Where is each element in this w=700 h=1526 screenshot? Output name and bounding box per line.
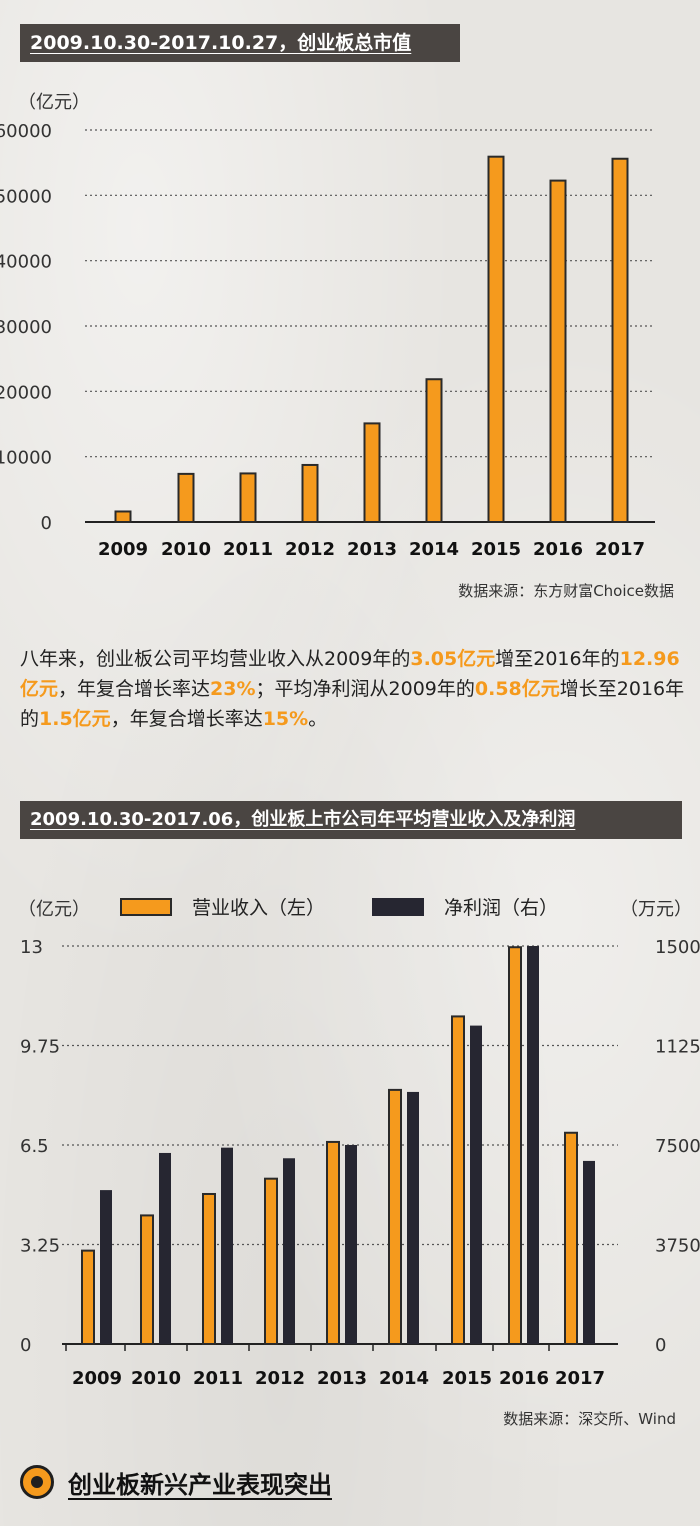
paragraph-text: 增至2016年的 — [495, 648, 620, 670]
x-tick-label: 2015 — [471, 539, 521, 560]
chart2-title: 2009.10.30-2017.06，创业板上市公司年平均营业收入及净利润 — [20, 801, 682, 839]
revenue-bar — [388, 1088, 402, 1345]
y-right-tick-label: 3750 — [655, 1236, 700, 1257]
paragraph-text: 八年来，创业板公司平均营业收入从2009年的 — [20, 648, 411, 670]
x-tick-label: 2009 — [98, 539, 148, 560]
y-tick-label: 40000 — [0, 252, 52, 273]
legend-profit: 净利润（右） — [372, 893, 558, 920]
bar — [114, 510, 132, 523]
profit-bar — [470, 1025, 482, 1344]
chart1-unit-label: （亿元） — [18, 92, 90, 113]
y-right-tick-label: 0 — [655, 1335, 666, 1356]
x-tick-label: 2013 — [347, 539, 397, 560]
x-tick-label: 2014 — [409, 539, 459, 560]
x-tick-label: 2010 — [131, 1368, 181, 1389]
y-left-tick-label: 6.5 — [20, 1136, 49, 1157]
paragraph-text: 。 — [308, 708, 328, 730]
paragraph-text: ；平均净利润从2009年的 — [255, 678, 475, 700]
summary-paragraph: 八年来，创业板公司平均营业收入从2009年的3.05亿元增至2016年的12.9… — [20, 644, 690, 734]
chart1-source: 数据来源：东方财富Choice数据 — [458, 582, 674, 600]
bar — [425, 378, 443, 524]
x-tick-label: 2017 — [595, 539, 645, 560]
x-tick-label: 2017 — [555, 1368, 605, 1389]
revenue-bar — [326, 1140, 340, 1345]
y-tick-label: 60000 — [0, 121, 52, 142]
x-tick-label: 2014 — [379, 1368, 429, 1389]
paragraph-text: 增长至2016年的 — [20, 678, 685, 730]
x-tick-label: 2016 — [533, 539, 583, 560]
y-tick-label: 30000 — [0, 317, 52, 338]
profit-bar — [583, 1160, 595, 1344]
bar — [239, 472, 257, 524]
profit-bar — [221, 1147, 233, 1344]
profit-bar — [283, 1158, 295, 1344]
highlight-value: 0.58亿元 — [474, 678, 560, 700]
y-left-tick-label: 13 — [20, 937, 43, 958]
y-right-tick-label: 7500 — [655, 1136, 700, 1157]
circle-bullet-icon — [20, 1465, 54, 1499]
market-cap-chart: 0 10000 20000 30000 40000 50000 60000 2009 2010… — [0, 121, 655, 560]
revenue-bar — [264, 1177, 278, 1345]
x-tick-label: 2012 — [255, 1368, 305, 1389]
x-tick-label: 2010 — [161, 539, 211, 560]
y-left-tick-label: 9.75 — [20, 1037, 60, 1058]
profit-bar — [159, 1152, 171, 1344]
y-right-tick-label: 11250 — [655, 1037, 700, 1058]
y-tick-label: 50000 — [0, 186, 52, 207]
x-tick-label: 2015 — [442, 1368, 492, 1389]
y-tick-label: 0 — [41, 513, 52, 534]
paragraph-text: ，年复合增长率达 — [110, 708, 263, 730]
y-tick-label: 20000 — [0, 382, 52, 403]
chart2-left-unit-label: （亿元） — [18, 899, 90, 920]
y-right-tick-label: 15000 — [655, 937, 700, 958]
profit-bar — [345, 1145, 357, 1344]
y-left-tick-label: 3.25 — [20, 1236, 60, 1257]
x-tick-label: 2012 — [285, 539, 335, 560]
y-left-tick-label: 0 — [20, 1335, 31, 1356]
legend-profit-label: 净利润（右） — [444, 897, 559, 919]
revenue-profit-chart: 0 0 3.25 3750 6.5 7500 9.75 11250 13 15000 2009 20… — [20, 937, 700, 1389]
bar — [611, 157, 629, 523]
section-title: 创业板新兴产业表现突出 — [68, 1470, 332, 1499]
highlight-value: 12.96亿元 — [20, 648, 680, 700]
legend-revenue-swatch — [120, 897, 172, 916]
highlight-value: 1.5亿元 — [39, 708, 111, 730]
highlight-value: 23% — [210, 678, 256, 700]
profit-bar — [527, 946, 539, 1344]
bar — [549, 179, 567, 523]
revenue-bar — [81, 1249, 95, 1345]
legend-profit-swatch — [372, 897, 424, 916]
section-heading: 创业板新兴产业表现突出 — [20, 1460, 332, 1504]
x-tick-label: 2011 — [193, 1368, 243, 1389]
profit-bar — [407, 1091, 419, 1344]
x-tick-label: 2016 — [499, 1368, 549, 1389]
bar — [177, 472, 195, 523]
x-tick-label: 2011 — [223, 539, 273, 560]
bar — [301, 463, 319, 523]
profit-bar — [100, 1190, 112, 1344]
bar — [487, 155, 505, 524]
legend-revenue: 营业收入（左） — [120, 893, 325, 920]
bar — [363, 422, 381, 523]
y-tick-label: 10000 — [0, 448, 52, 469]
revenue-bar — [202, 1192, 216, 1345]
chart2-right-unit-label: （万元） — [620, 899, 692, 920]
paragraph-text: ，年复合增长率达 — [58, 678, 211, 700]
legend-revenue-label: 营业收入（左） — [192, 897, 326, 919]
highlight-value: 15% — [262, 708, 309, 730]
x-tick-label: 2009 — [72, 1368, 122, 1389]
revenue-bar — [140, 1214, 154, 1345]
chart2-source: 数据来源：深交所、Wind — [503, 1410, 676, 1428]
chart1-title: 2009.10.30-2017.10.27，创业板总市值 — [20, 24, 460, 62]
revenue-bar — [564, 1131, 578, 1345]
revenue-bar — [451, 1015, 465, 1346]
x-tick-label: 2013 — [317, 1368, 367, 1389]
revenue-bar — [508, 946, 522, 1346]
highlight-value: 3.05亿元 — [410, 648, 496, 670]
